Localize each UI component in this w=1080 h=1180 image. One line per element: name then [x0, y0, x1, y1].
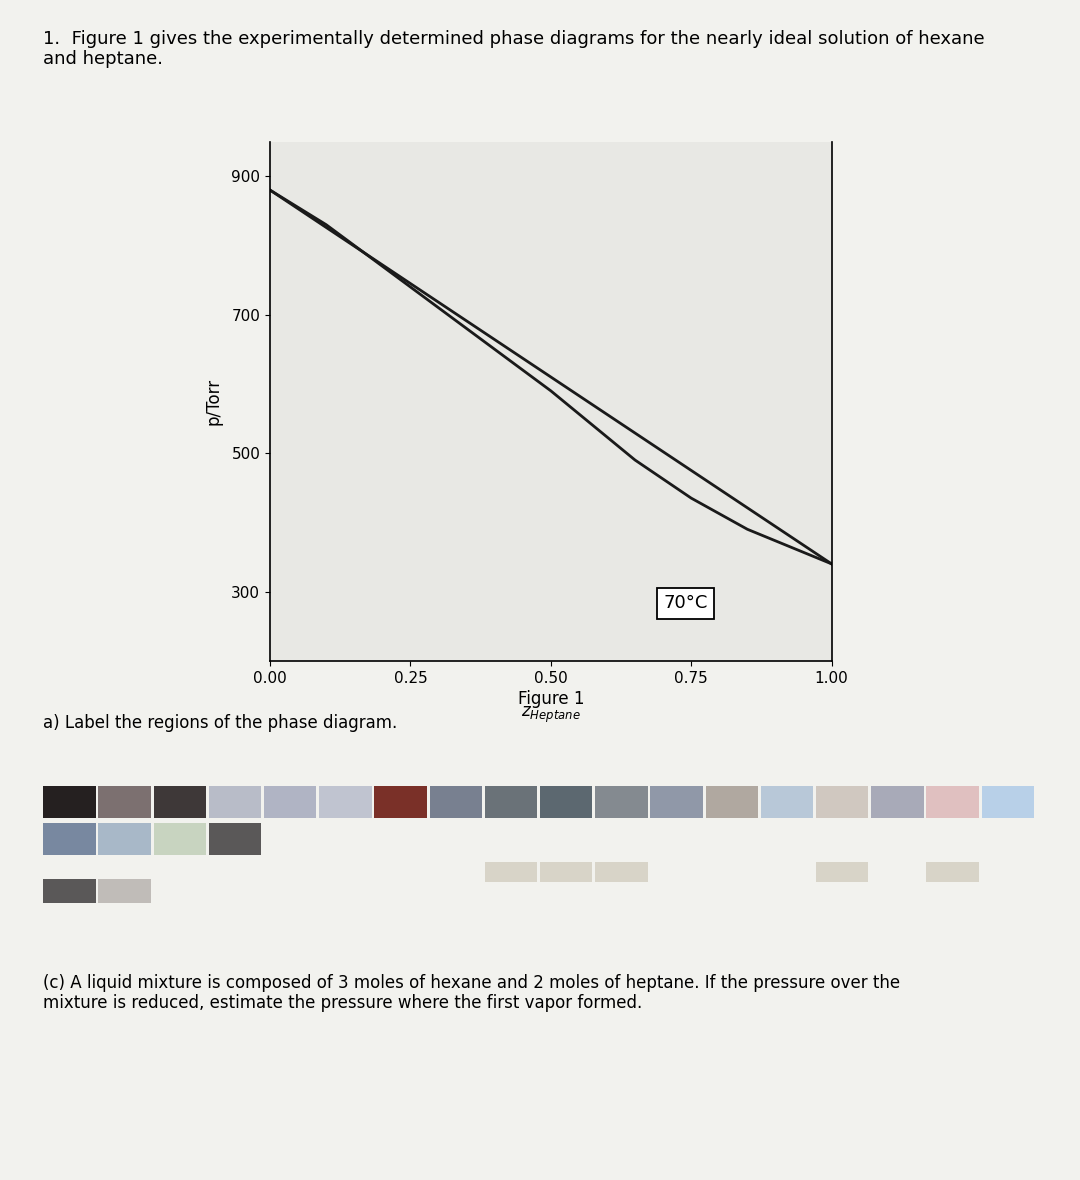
Bar	[485, 786, 537, 818]
Bar	[1037, 861, 1080, 883]
Bar	[816, 786, 868, 818]
Bar	[43, 822, 96, 856]
Text: (c) A liquid mixture is composed of 3 moles of hexane and 2 moles of heptane. If: (c) A liquid mixture is composed of 3 mo…	[43, 974, 901, 1012]
Bar	[540, 786, 593, 818]
Bar	[595, 786, 648, 818]
Text: 70°C: 70°C	[663, 595, 707, 612]
Bar	[485, 861, 537, 883]
Bar	[927, 786, 978, 818]
Bar	[705, 786, 758, 818]
Bar	[98, 879, 151, 903]
Bar	[760, 786, 813, 818]
Bar	[208, 822, 261, 856]
Y-axis label: p/Torr: p/Torr	[205, 378, 222, 425]
Bar	[595, 861, 648, 883]
Text: $z_{Heptane}$: $z_{Heptane}$	[521, 704, 581, 726]
Text: Figure 1: Figure 1	[517, 690, 584, 708]
Bar	[872, 786, 923, 818]
Bar	[430, 786, 482, 818]
Bar	[43, 879, 96, 903]
Bar	[98, 822, 151, 856]
Bar	[153, 822, 206, 856]
Text: 1.  Figure 1 gives the experimentally determined phase diagrams for the nearly i: 1. Figure 1 gives the experimentally det…	[43, 30, 985, 68]
Bar	[375, 786, 427, 818]
Bar	[264, 786, 316, 818]
Bar	[927, 861, 978, 883]
Bar	[153, 786, 206, 818]
Bar	[98, 786, 151, 818]
Bar	[540, 861, 593, 883]
Bar	[43, 786, 96, 818]
Bar	[208, 786, 261, 818]
Bar	[650, 786, 703, 818]
Text: a) Label the regions of the phase diagram.: a) Label the regions of the phase diagra…	[43, 714, 397, 732]
Bar	[816, 861, 868, 883]
Bar	[320, 786, 372, 818]
Bar	[982, 786, 1034, 818]
